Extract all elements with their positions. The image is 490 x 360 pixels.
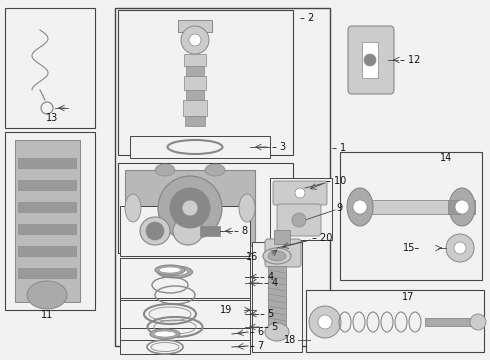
- Text: 9: 9: [336, 203, 342, 213]
- Bar: [115, 8, 330, 346]
- Ellipse shape: [173, 217, 203, 245]
- Bar: [362, 42, 378, 78]
- Bar: [186, 90, 204, 100]
- Circle shape: [181, 26, 209, 54]
- Bar: [18, 246, 76, 256]
- Bar: [18, 202, 76, 212]
- Bar: [340, 152, 482, 280]
- Ellipse shape: [347, 188, 373, 226]
- Text: – 12: – 12: [400, 55, 420, 65]
- Ellipse shape: [449, 188, 475, 226]
- Bar: [425, 318, 477, 326]
- Circle shape: [446, 234, 474, 262]
- FancyBboxPatch shape: [273, 181, 327, 205]
- Circle shape: [318, 315, 332, 329]
- Bar: [270, 178, 332, 240]
- Bar: [184, 54, 206, 66]
- Bar: [306, 290, 484, 352]
- Ellipse shape: [140, 217, 170, 245]
- Bar: [448, 200, 460, 214]
- Text: 13: 13: [46, 113, 58, 123]
- Bar: [120, 312, 250, 342]
- Text: – 3: – 3: [272, 142, 286, 152]
- Ellipse shape: [205, 164, 225, 176]
- Bar: [18, 158, 76, 168]
- Ellipse shape: [155, 265, 185, 275]
- Bar: [130, 136, 270, 158]
- Ellipse shape: [163, 269, 188, 275]
- Bar: [120, 328, 250, 346]
- Circle shape: [454, 242, 466, 254]
- Text: – 7: – 7: [250, 341, 264, 351]
- Bar: [120, 340, 250, 354]
- Bar: [18, 180, 76, 190]
- Circle shape: [295, 188, 305, 198]
- Circle shape: [309, 306, 341, 338]
- Text: 11: 11: [41, 310, 53, 320]
- Bar: [120, 300, 250, 328]
- Bar: [183, 100, 207, 116]
- Bar: [350, 200, 475, 214]
- Bar: [18, 268, 76, 278]
- Text: – 5: – 5: [264, 322, 278, 332]
- Ellipse shape: [268, 251, 286, 261]
- Ellipse shape: [154, 331, 176, 337]
- Text: – 20: – 20: [312, 233, 332, 243]
- Text: 17: 17: [402, 292, 414, 302]
- Circle shape: [170, 188, 210, 228]
- Ellipse shape: [27, 281, 67, 309]
- Bar: [178, 20, 212, 32]
- Text: 14: 14: [440, 153, 452, 163]
- Bar: [5, 8, 95, 128]
- Bar: [118, 163, 293, 253]
- Ellipse shape: [150, 329, 180, 339]
- Bar: [120, 258, 250, 298]
- Text: 19: 19: [220, 305, 232, 315]
- Circle shape: [292, 213, 306, 227]
- FancyBboxPatch shape: [265, 239, 301, 267]
- Text: – 6: – 6: [250, 327, 264, 337]
- Bar: [118, 10, 293, 155]
- Circle shape: [353, 200, 367, 214]
- Circle shape: [189, 34, 201, 46]
- Ellipse shape: [125, 194, 141, 222]
- Bar: [184, 76, 206, 90]
- Bar: [125, 170, 255, 246]
- FancyBboxPatch shape: [277, 204, 321, 236]
- Ellipse shape: [155, 164, 175, 176]
- Text: – 10: – 10: [326, 176, 346, 186]
- Text: – 2: – 2: [300, 13, 314, 23]
- Text: 18: 18: [284, 335, 296, 345]
- Text: – 1: – 1: [332, 143, 346, 153]
- Text: – 8: – 8: [234, 226, 248, 236]
- Circle shape: [182, 200, 198, 216]
- Text: 16: 16: [246, 252, 258, 262]
- Text: 15–: 15–: [403, 243, 420, 253]
- Ellipse shape: [265, 323, 289, 341]
- Ellipse shape: [159, 267, 181, 273]
- FancyBboxPatch shape: [348, 26, 394, 94]
- Bar: [120, 206, 250, 256]
- Bar: [274, 230, 290, 244]
- Bar: [252, 242, 302, 352]
- Circle shape: [455, 200, 469, 214]
- Text: – 5: – 5: [260, 309, 274, 319]
- Bar: [5, 132, 95, 310]
- Bar: [18, 224, 76, 234]
- Bar: [186, 66, 204, 76]
- Ellipse shape: [239, 194, 255, 222]
- Ellipse shape: [157, 266, 193, 278]
- Bar: [200, 226, 220, 236]
- Circle shape: [470, 314, 486, 330]
- Bar: [268, 266, 286, 326]
- Bar: [120, 258, 250, 310]
- Bar: [15, 140, 80, 302]
- Circle shape: [158, 176, 222, 240]
- Bar: [185, 116, 205, 126]
- Circle shape: [364, 54, 376, 66]
- Text: – 4: – 4: [260, 272, 274, 282]
- Text: – 4: – 4: [264, 278, 278, 288]
- Circle shape: [146, 222, 164, 240]
- Ellipse shape: [263, 248, 291, 264]
